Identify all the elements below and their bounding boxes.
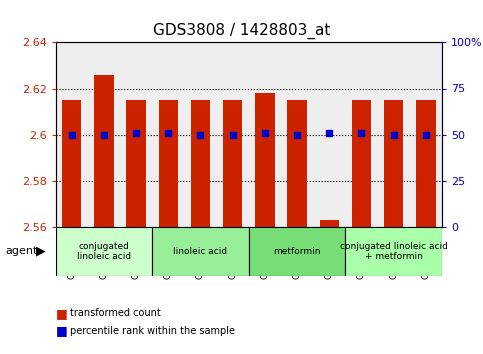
Text: GDS3808 / 1428803_at: GDS3808 / 1428803_at	[153, 23, 330, 39]
Bar	[223, 100, 242, 227]
FancyBboxPatch shape	[152, 227, 249, 276]
Bar	[416, 100, 436, 227]
Text: ■: ■	[56, 307, 67, 320]
Bar	[352, 100, 371, 227]
Text: conjugated linoleic acid
+ metformin: conjugated linoleic acid + metformin	[340, 242, 448, 261]
FancyBboxPatch shape	[56, 227, 152, 276]
Text: linoleic acid: linoleic acid	[173, 247, 227, 256]
Bar	[127, 100, 146, 227]
Bar	[158, 100, 178, 227]
Bar	[255, 93, 274, 227]
Text: ■: ■	[56, 325, 67, 337]
Text: agent: agent	[6, 246, 38, 256]
Bar	[287, 100, 307, 227]
FancyBboxPatch shape	[345, 227, 442, 276]
Text: percentile rank within the sample: percentile rank within the sample	[70, 326, 235, 336]
Text: metformin: metformin	[273, 247, 321, 256]
FancyBboxPatch shape	[249, 227, 345, 276]
Text: ▶: ▶	[36, 245, 46, 258]
Bar	[384, 100, 403, 227]
Bar	[94, 75, 114, 227]
Bar	[320, 220, 339, 227]
Bar	[191, 100, 210, 227]
Bar	[62, 100, 81, 227]
Text: conjugated
linoleic acid: conjugated linoleic acid	[77, 242, 131, 261]
Text: transformed count: transformed count	[70, 308, 161, 318]
